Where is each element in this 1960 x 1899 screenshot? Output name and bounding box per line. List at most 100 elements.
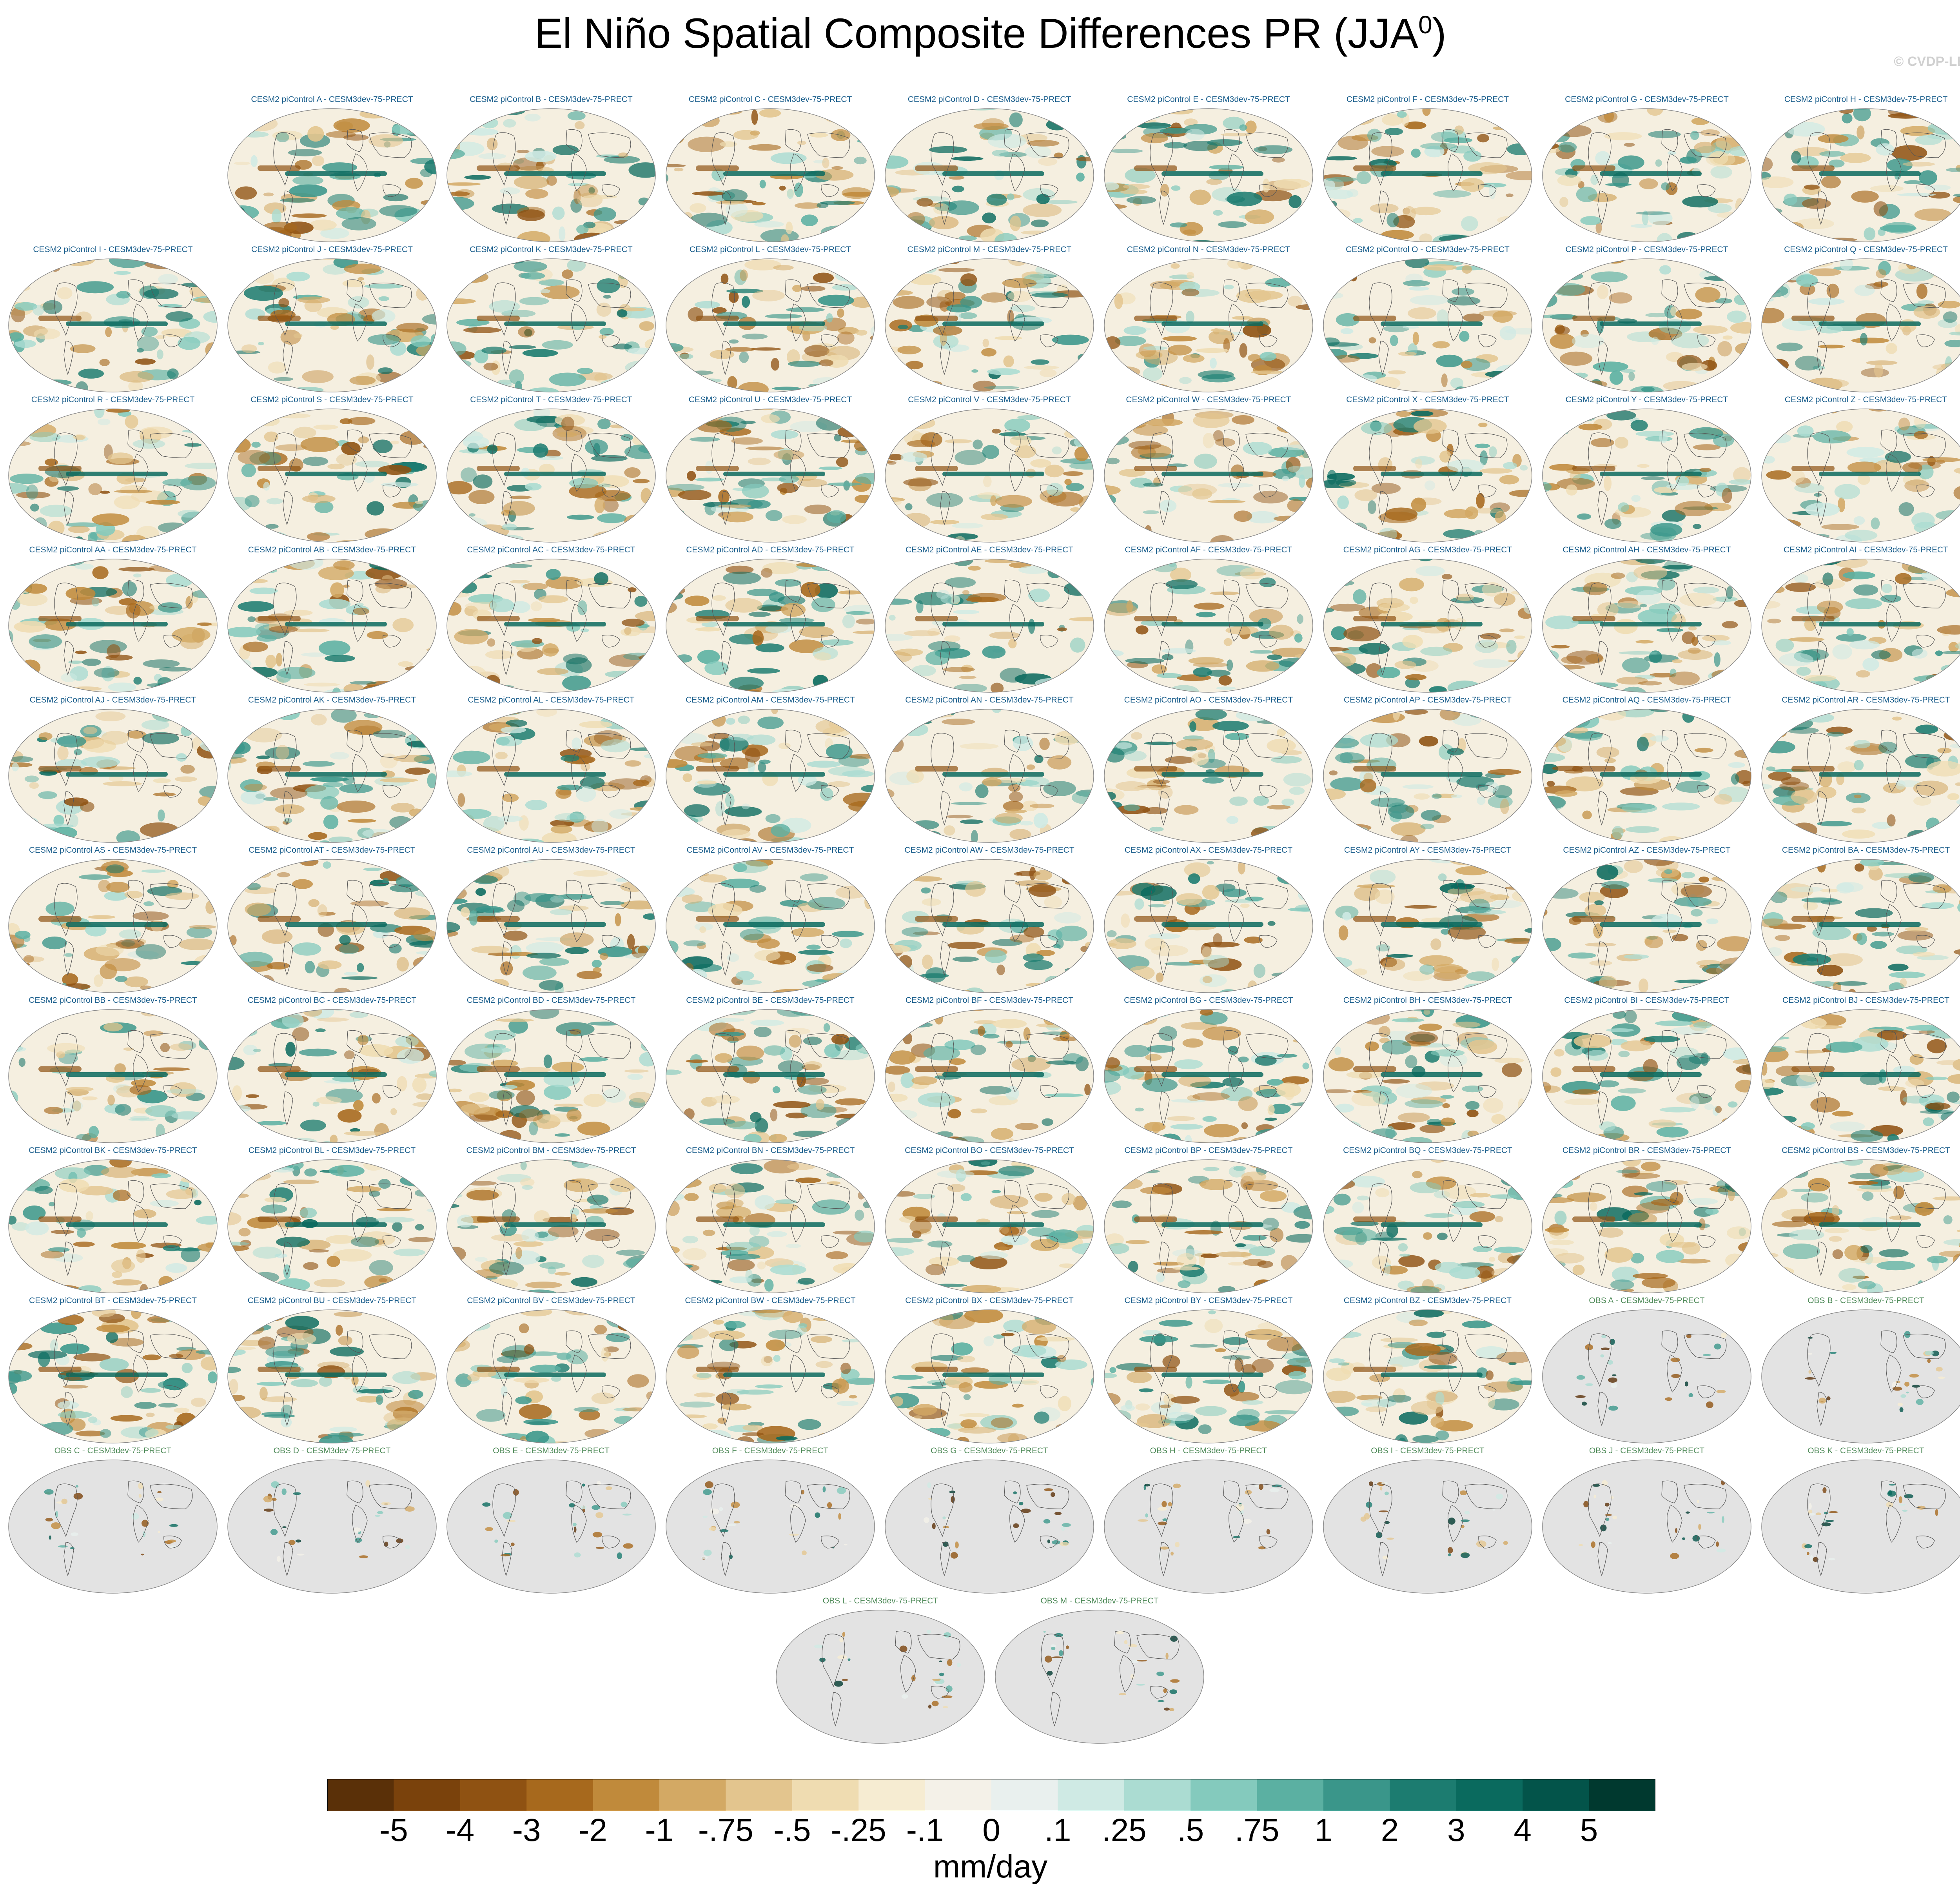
colorbar-tick-label: -.1: [906, 1812, 944, 1848]
map-panel: CESM2 piControl AY - CESM3dev-75-PRECT: [1322, 846, 1534, 995]
map-panel: CESM2 piControl BF - CESM3dev-75-PRECT: [884, 996, 1095, 1145]
map-panel: CESM2 piControl BW - CESM3dev-75-PRECT: [664, 1296, 876, 1445]
map-panel: OBS E - CESM3dev-75-PRECT: [445, 1446, 657, 1595]
panel-title: CESM2 piControl AA - CESM3dev-75-PRECT: [29, 545, 197, 554]
panel-title: OBS L - CESM3dev-75-PRECT: [822, 1596, 938, 1605]
map-panel: CESM2 piControl AV - CESM3dev-75-PRECT: [664, 846, 876, 995]
panel-title: CESM2 piControl BV - CESM3dev-75-PRECT: [467, 1296, 635, 1305]
panel-title: CESM2 piControl BN - CESM3dev-75-PRECT: [686, 1146, 855, 1155]
map-panel: CESM2 piControl BN - CESM3dev-75-PRECT: [664, 1146, 876, 1295]
colorbar-tick-label: 4: [1514, 1812, 1532, 1848]
panel-title: CESM2 piControl AH - CESM3dev-75-PRECT: [1563, 545, 1731, 554]
panel-title: CESM2 piControl AL - CESM3dev-75-PRECT: [468, 695, 635, 704]
panel-title: CESM2 piControl BW - CESM3dev-75-PRECT: [685, 1296, 856, 1305]
colorbar-swatch: [792, 1779, 859, 1811]
model-map: [1761, 408, 1960, 543]
map-panel: CESM2 piControl Z - CESM3dev-75-PRECT: [1760, 395, 1960, 544]
model-map: [1323, 559, 1532, 693]
model-map: [1542, 1159, 1751, 1293]
panel-title: CESM2 piControl I - CESM3dev-75-PRECT: [33, 245, 193, 254]
map-panel: OBS D - CESM3dev-75-PRECT: [226, 1446, 438, 1595]
model-map: [666, 1009, 875, 1143]
map-panel: CESM2 piControl O - CESM3dev-75-PRECT: [1322, 245, 1534, 394]
map-panel: CESM2 piControl C - CESM3dev-75-PRECT: [664, 95, 876, 244]
map-panel: CESM2 piControl K - CESM3dev-75-PRECT: [445, 245, 657, 394]
panel-title: OBS M - CESM3dev-75-PRECT: [1040, 1596, 1159, 1605]
model-map: [8, 258, 218, 392]
panel-title: CESM2 piControl AG - CESM3dev-75-PRECT: [1343, 545, 1512, 554]
map-panel: CESM2 piControl I - CESM3dev-75-PRECT: [7, 245, 219, 394]
colorbar-swatch: [1523, 1779, 1590, 1811]
map-panel: CESM2 piControl N - CESM3dev-75-PRECT: [1103, 245, 1314, 394]
obs-map: [8, 1460, 218, 1594]
model-map: [885, 1159, 1094, 1293]
model-map: [1761, 1009, 1960, 1143]
map-panel: CESM2 piControl BH - CESM3dev-75-PRECT: [1322, 996, 1534, 1145]
panel-title: CESM2 piControl U - CESM3dev-75-PRECT: [688, 395, 852, 404]
colorbar-swatch: [659, 1779, 726, 1811]
panel-title: OBS F - CESM3dev-75-PRECT: [712, 1446, 829, 1455]
colorbar-tick-label: -.25: [831, 1812, 886, 1848]
panel-title: CESM2 piControl Y - CESM3dev-75-PRECT: [1565, 395, 1728, 404]
map-panel: CESM2 piControl AN - CESM3dev-75-PRECT: [884, 695, 1095, 844]
model-map: [1761, 709, 1960, 843]
colorbar-swatch: [460, 1779, 527, 1811]
model-map: [227, 859, 437, 993]
map-panel: CESM2 piControl BQ - CESM3dev-75-PRECT: [1322, 1146, 1534, 1295]
map-panel: CESM2 piControl AL - CESM3dev-75-PRECT: [445, 695, 657, 844]
colorbar-tick-label: .25: [1102, 1812, 1147, 1848]
panel-title: CESM2 piControl BD - CESM3dev-75-PRECT: [466, 996, 636, 1005]
model-map: [227, 408, 437, 543]
colorbar-tick-label: 3: [1447, 1812, 1465, 1848]
model-map: [1323, 408, 1532, 543]
obs-map: [995, 1610, 1204, 1744]
panel-title: CESM2 piControl AB - CESM3dev-75-PRECT: [248, 545, 416, 554]
panel-title: CESM2 piControl BP - CESM3dev-75-PRECT: [1124, 1146, 1293, 1155]
model-map: [1542, 709, 1751, 843]
map-panel: CESM2 piControl T - CESM3dev-75-PRECT: [445, 395, 657, 544]
colorbar-tick-label: 1: [1314, 1812, 1332, 1848]
colorbar-tick-label: -.5: [773, 1812, 811, 1848]
panel-title: CESM2 piControl G - CESM3dev-75-PRECT: [1565, 95, 1729, 104]
obs-map: [1761, 1460, 1960, 1594]
panel-title: CESM2 piControl AO - CESM3dev-75-PRECT: [1124, 695, 1293, 704]
model-map: [1323, 258, 1532, 392]
model-map: [227, 1159, 437, 1293]
obs-map: [1104, 1460, 1313, 1594]
map-panel: CESM2 piControl BZ - CESM3dev-75-PRECT: [1322, 1296, 1534, 1445]
panel-title: CESM2 piControl AR - CESM3dev-75-PRECT: [1782, 695, 1950, 704]
obs-map: [885, 1460, 1094, 1594]
map-panel: OBS A - CESM3dev-75-PRECT: [1541, 1296, 1753, 1445]
model-map: [666, 1309, 875, 1443]
model-map: [666, 258, 875, 392]
colorbar-swatch: [394, 1779, 461, 1811]
map-panel: CESM2 piControl U - CESM3dev-75-PRECT: [664, 395, 876, 544]
panel-title: CESM2 piControl P - CESM3dev-75-PRECT: [1565, 245, 1728, 254]
model-map: [666, 859, 875, 993]
map-panel: CESM2 piControl AO - CESM3dev-75-PRECT: [1103, 695, 1314, 844]
map-panel: CESM2 piControl BE - CESM3dev-75-PRECT: [664, 996, 876, 1145]
model-map: [666, 559, 875, 693]
model-map: [1104, 1159, 1313, 1293]
model-map: [666, 1159, 875, 1293]
colorbar-swatch: [1323, 1779, 1390, 1811]
map-panel: CESM2 piControl A - CESM3dev-75-PRECT: [226, 95, 438, 244]
map-panel: CESM2 piControl AP - CESM3dev-75-PRECT: [1322, 695, 1534, 844]
map-panel: CESM2 piControl BA - CESM3dev-75-PRECT: [1760, 846, 1960, 995]
model-map: [227, 709, 437, 843]
model-map: [885, 108, 1094, 242]
model-map: [1542, 1009, 1751, 1143]
colorbar-tick-label: .75: [1234, 1812, 1279, 1848]
map-panel-grid: CESM2 piControl A - CESM3dev-75-PRECT CES…: [7, 95, 1960, 1744]
colorbar-tick-labels: -5 -4 -3 -2 -1 -.75 -.5 -.25 -.1 0 .1 .25 .5 .75 1 2 3 4 5: [327, 1812, 1655, 1855]
model-map: [1104, 559, 1313, 693]
panel-title: CESM2 piControl BM - CESM3dev-75-PRECT: [466, 1146, 636, 1155]
map-panel: CESM2 piControl Y - CESM3dev-75-PRECT: [1541, 395, 1753, 544]
panel-title: CESM2 piControl R - CESM3dev-75-PRECT: [31, 395, 195, 404]
panel-title: CESM2 piControl E - CESM3dev-75-PRECT: [1127, 95, 1290, 104]
panel-title: CESM2 piControl BY - CESM3dev-75-PRECT: [1124, 1296, 1293, 1305]
model-map: [227, 559, 437, 693]
model-map: [885, 709, 1094, 843]
model-map: [8, 1309, 218, 1443]
model-map: [446, 258, 656, 392]
